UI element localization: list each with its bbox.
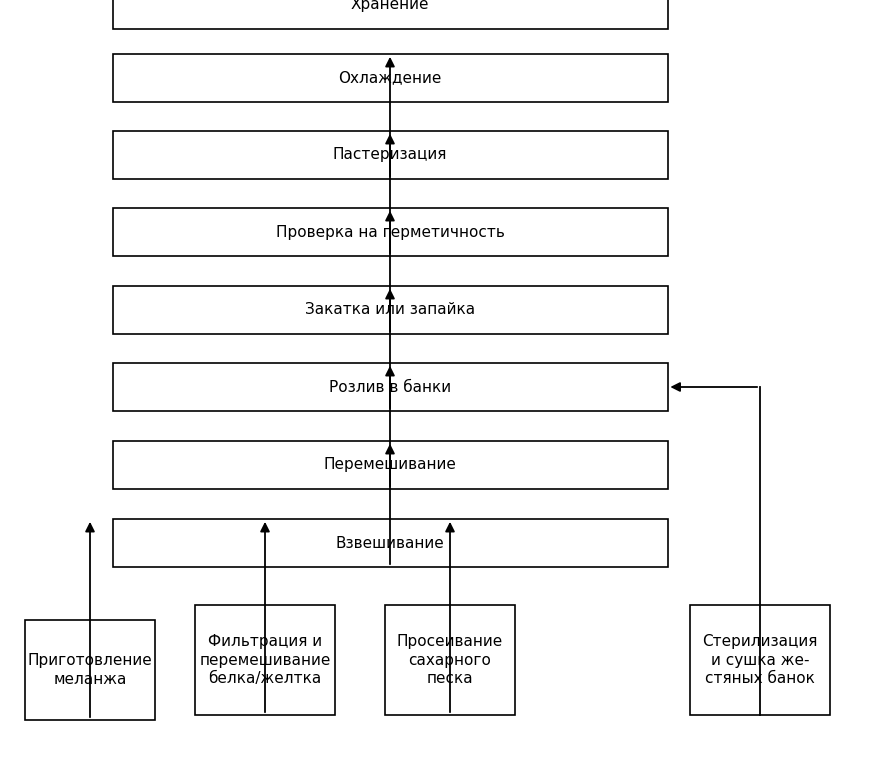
Bar xyxy=(195,605,335,715)
Text: Фильтрация и
перемешивание
белка/желтка: Фильтрация и перемешивание белка/желтка xyxy=(199,634,331,686)
Text: Стерилизация
и сушка же-
стяных банок: Стерилизация и сушка же- стяных банок xyxy=(702,634,818,686)
Bar xyxy=(112,286,667,334)
Text: Хранение: Хранение xyxy=(351,0,429,12)
Text: Приготовление
меланжа: Приготовление меланжа xyxy=(28,653,153,687)
Bar xyxy=(112,0,667,29)
Bar xyxy=(385,605,515,715)
Bar xyxy=(25,620,155,720)
Bar xyxy=(112,54,667,102)
Text: Закатка или запайка: Закатка или запайка xyxy=(305,302,475,318)
Bar xyxy=(112,363,667,411)
Text: Розлив в банки: Розлив в банки xyxy=(329,379,451,395)
Bar xyxy=(112,131,667,179)
Text: Просеивание
сахарного
песка: Просеивание сахарного песка xyxy=(397,634,503,686)
Bar xyxy=(112,519,667,567)
Text: Пастеризация: Пастеризация xyxy=(333,148,447,162)
Text: Перемешивание: Перемешивание xyxy=(324,458,457,472)
Bar xyxy=(112,208,667,256)
Bar xyxy=(690,605,830,715)
Text: Проверка на герметичность: Проверка на герметичность xyxy=(276,225,505,239)
Text: Охлаждение: Охлаждение xyxy=(338,71,442,85)
Text: Взвешивание: Взвешивание xyxy=(335,535,444,550)
Bar xyxy=(112,441,667,489)
